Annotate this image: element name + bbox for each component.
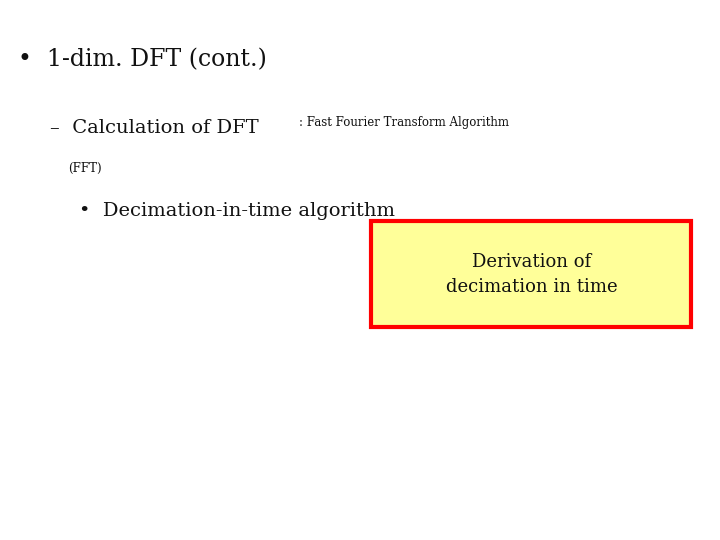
Text: : Fast Fourier Transform Algorithm: : Fast Fourier Transform Algorithm <box>299 116 509 129</box>
Text: •  Decimation-in-time algorithm: • Decimation-in-time algorithm <box>79 202 395 220</box>
Text: Derivation of
decimation in time: Derivation of decimation in time <box>446 253 617 296</box>
Text: (FFT): (FFT) <box>68 162 102 175</box>
FancyBboxPatch shape <box>371 221 691 327</box>
Text: –  Calculation of DFT: – Calculation of DFT <box>50 119 266 137</box>
Text: •  1-dim. DFT (cont.): • 1-dim. DFT (cont.) <box>18 49 267 72</box>
